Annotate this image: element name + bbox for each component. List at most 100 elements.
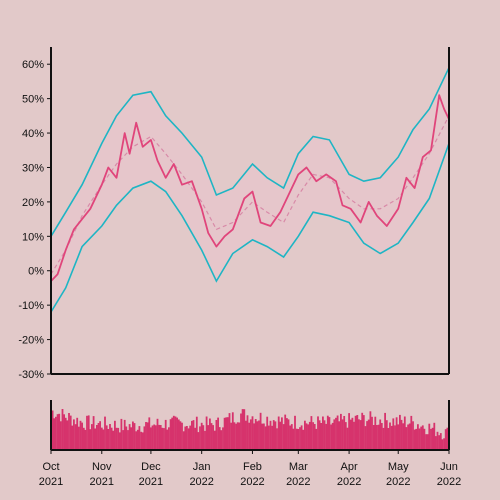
volume-bar [341,419,344,450]
volume-bar [87,415,90,450]
y-tick-label: -20% [18,335,44,347]
volume-bar [248,422,251,450]
volume-bar [177,419,180,450]
volume-bar [204,430,206,450]
x-tick-month: Dec [141,461,161,473]
volume-bar [359,420,362,450]
volume-bar [428,423,431,450]
volume-bar [194,427,196,450]
volume-bar [346,427,349,450]
y-tick-label: 40% [22,128,44,140]
volume-bar [246,415,249,450]
volume-bar [213,430,216,450]
volume-bar [99,421,101,450]
volume-bar [304,420,306,450]
volume-bar [71,425,74,450]
upper-band-line [50,67,450,237]
volume-bar [53,418,56,450]
volume-bar [423,428,426,450]
band-fill [51,67,449,312]
volume-bar [405,427,408,450]
volume-bar [399,414,401,450]
x-tick-month: Jun [440,461,458,473]
volume-bar [69,415,72,450]
volume-bar [217,417,219,450]
volume-bar [200,422,203,450]
volume-bar [263,423,265,450]
volume-bar [353,421,355,450]
volume-bar [354,415,357,450]
volume-bar [100,427,103,450]
volume-bar [377,424,380,450]
volume-bar [322,416,324,450]
volume-bar [392,418,395,450]
volume-bar [395,417,398,450]
y-tick-label: 10% [22,231,44,243]
volume-bar [166,429,169,450]
volume-bar [412,421,414,450]
volume-bar [58,413,61,450]
volume-bar [105,425,108,450]
volume-bar [394,425,396,450]
volume-bar [261,423,264,450]
volume-bar [146,422,149,450]
volume-bar [272,420,275,450]
volume-bar [267,425,270,450]
volume-bar [294,415,296,450]
volume-bar [249,419,252,450]
volume-bar [254,419,257,450]
volume-bar [128,424,131,450]
y-tick-label: -30% [18,369,44,381]
volume-bar [325,423,328,450]
volume-bar [159,425,162,450]
volume-bar [161,427,164,450]
volume-bar [312,422,314,450]
volume-bar [135,431,138,450]
volume-bar [318,420,321,450]
volume-bar [56,414,59,450]
volume-bar [192,420,195,450]
volume-bar [235,423,237,450]
volume-bar [376,425,378,450]
volume-bar [384,412,386,450]
x-tick-month: May [388,461,409,473]
volume-bar [290,424,293,450]
volume-bar [374,416,377,450]
volume-bar [156,418,159,450]
volume-bar [89,429,92,450]
volume-bar [133,423,136,450]
y-tick-label: 0% [28,266,44,278]
x-tick-year: 2022 [386,476,410,488]
volume-bar [61,409,64,450]
volume-bar [418,428,421,450]
volume-bar [431,427,434,450]
volume-bar [145,422,147,450]
volume-bar [107,429,110,450]
volume-bar [371,416,373,450]
volume-bar [333,419,336,450]
volume-bar [220,430,223,450]
volume-bar [323,420,326,450]
volume-bar [143,426,146,450]
volume-bar [66,420,69,450]
volume-bar [230,422,233,450]
x-tick-year: 2022 [337,476,361,488]
volume-bar [356,415,359,450]
volume-bar [380,423,383,450]
x-tick-year: 2022 [240,476,264,488]
volume-bar [382,427,385,450]
price-line [50,94,450,282]
volume-bar [199,426,201,450]
volume-bar [266,416,269,450]
volume-bar [210,423,213,450]
volume-bar [76,417,79,450]
volume-bar [154,425,157,450]
volume-bar [256,421,259,450]
volume-bar [436,431,439,450]
volume-bar [96,425,98,450]
volume-bar [444,429,447,450]
volume-bar [127,430,129,450]
volume-bar [433,422,436,450]
volume-bar [403,416,406,450]
volume-bar [441,439,444,450]
